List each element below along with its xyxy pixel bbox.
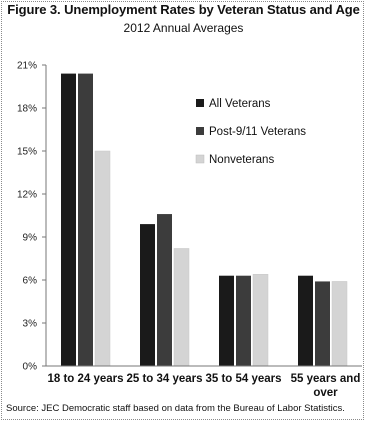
bar [140, 224, 155, 366]
y-tick-label: 6% [23, 276, 38, 287]
y-tick-label: 15% [17, 147, 37, 158]
bar [78, 73, 93, 366]
bar [94, 150, 111, 367]
legend-swatch [195, 154, 205, 164]
chart-subtitle: 2012 Annual Averages [123, 21, 244, 35]
x-tick-label: 25 to 34 years [126, 373, 202, 385]
x-tick-label: 35 to 54 years [205, 373, 281, 385]
y-axis: 0% 3% 6% 9% 12% 15% 18% 21% [17, 61, 47, 373]
y-tick-label: 12% [17, 190, 37, 201]
y-tick-label: 21% [17, 61, 37, 72]
y-tick-label: 18% [17, 104, 37, 115]
bar [236, 275, 251, 366]
bar [157, 214, 172, 366]
bar [315, 281, 330, 366]
legend-swatch [196, 99, 204, 107]
legend: All Veterans Post-9/11 Veterans Nonveteran… [195, 98, 306, 166]
chart-frame [1, 1, 364, 420]
x-tick-label: 18 to 24 years [47, 373, 123, 385]
chart-title: Figure 3. Unemployment Rates by Veteran … [7, 2, 360, 17]
legend-label: Post-9/11 Veterans [209, 126, 306, 138]
source-note: Source: JEC Democratic staff based on da… [6, 403, 345, 414]
bar [331, 281, 348, 367]
y-tick-label: 3% [23, 319, 38, 330]
bar [298, 275, 313, 366]
legend-label: All Veterans [209, 98, 271, 110]
bar [173, 248, 190, 367]
y-tick-label: 9% [23, 233, 38, 244]
y-tick-label: 0% [23, 362, 38, 373]
bar [252, 274, 269, 367]
bar [219, 275, 234, 366]
bars [61, 73, 348, 367]
legend-swatch [196, 127, 204, 135]
x-axis: 18 to 24 years 25 to 34 years 35 to 54 yea… [46, 365, 362, 399]
x-tick-label: 55 years and over [291, 373, 361, 399]
legend-label: Nonveterans [209, 154, 274, 166]
bar [61, 73, 76, 366]
